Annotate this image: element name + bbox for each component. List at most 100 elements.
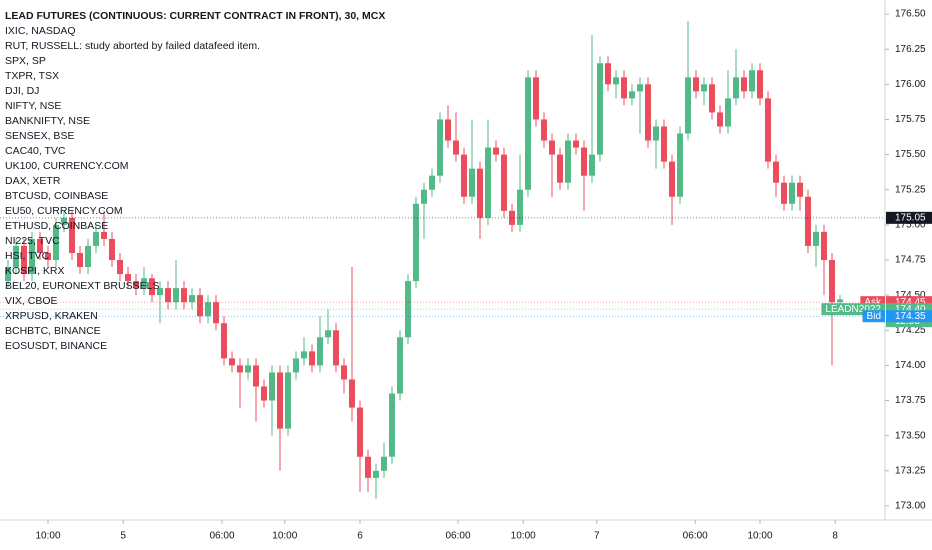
candle-body: [517, 189, 523, 225]
legend-symbol: UK100, CURRENCY.COM: [5, 160, 129, 172]
candle-body: [29, 238, 35, 275]
x-tick-label: 06:00: [683, 531, 708, 542]
candle-body: [581, 147, 587, 176]
y-tick-label: 175.00: [895, 220, 926, 231]
candle-body: [181, 288, 187, 303]
candle-body: [749, 70, 755, 92]
candle-body: [349, 379, 355, 408]
y-tick-label: 176.25: [895, 44, 926, 55]
plot: [0, 13, 889, 524]
x-tick-label: 06:00: [445, 531, 470, 542]
price-tag-box: [862, 310, 885, 323]
legend-symbol: NI225, TVC: [5, 235, 60, 247]
candle-body: [253, 365, 259, 387]
price-tag: LEADN2022: [825, 304, 881, 315]
legend-symbol: TXPR, TSX: [5, 70, 59, 82]
candle-body: [37, 238, 43, 253]
candle-body: [477, 168, 483, 218]
candle-body: [429, 175, 435, 190]
candle-body: [501, 154, 507, 211]
legend-symbol: KOSPI, KRX: [5, 265, 65, 277]
x-tick-label: 6: [357, 531, 363, 542]
candle-body: [493, 147, 499, 155]
x-tick-label: 10:00: [511, 531, 536, 542]
legend-symbol: DAX, XETR: [5, 175, 61, 187]
y-tick-label: 174.25: [895, 325, 926, 336]
candle-body: [621, 77, 627, 99]
y-tick-label: 176.00: [895, 79, 926, 90]
candle-body: [541, 119, 547, 141]
candle-body: [437, 119, 443, 176]
candle-body: [765, 98, 771, 162]
candle-body: [813, 231, 819, 246]
candle-body: [837, 299, 843, 303]
candle-body: [565, 140, 571, 183]
candle-body: [533, 77, 539, 120]
legend-symbol: ETHUSD, COINBASE: [5, 220, 108, 232]
candle-body: [221, 323, 227, 359]
candle-body: [549, 140, 555, 155]
candle-body: [117, 260, 123, 275]
price-label: 175.05: [895, 212, 926, 223]
candle-body: [701, 84, 707, 92]
candle-body: [237, 365, 243, 373]
candle-body: [93, 231, 99, 246]
candle-body: [101, 231, 107, 239]
candle-body: [773, 161, 779, 183]
chart-title: LEAD FUTURES (CONTINUOUS: CURRENT CONTRA…: [5, 10, 385, 22]
candle-body: [373, 470, 379, 478]
x-tick-label: 10:00: [747, 531, 772, 542]
price-tag: Bid: [867, 311, 881, 322]
candle-body: [157, 288, 163, 296]
legend-symbol: BCHBTC, BINANCE: [5, 325, 101, 337]
y-tick-label: 174.00: [895, 360, 926, 371]
candle-body: [573, 140, 579, 148]
candle-body: [141, 278, 147, 289]
legend-symbol: XRPUSD, KRAKEN: [5, 310, 98, 322]
legend-symbol: SENSEX, BSE: [5, 130, 74, 142]
y-tick-label: 175.50: [895, 149, 926, 160]
candle-body: [733, 77, 739, 99]
candle-body: [661, 126, 667, 162]
y-tick-label: 173.00: [895, 501, 926, 512]
price-tag: Ask: [864, 297, 882, 308]
candle-body: [77, 252, 83, 268]
candle-body: [365, 456, 371, 478]
candle-body: [317, 337, 323, 366]
candle-body: [229, 358, 235, 366]
y-tick-label: 174.75: [895, 255, 926, 266]
candle-body: [485, 147, 491, 218]
y-tick-label: 176.50: [895, 9, 926, 20]
legend-symbol: CAC40, TVC: [5, 145, 66, 157]
x-tick-label: 7: [594, 531, 600, 542]
y-tick-label: 173.75: [895, 395, 926, 406]
candle-body: [669, 161, 675, 197]
price-label: 174.40: [895, 304, 926, 315]
candle-body: [829, 260, 835, 303]
candle-body: [357, 407, 363, 457]
candle-body: [589, 154, 595, 176]
candle-body: [653, 126, 659, 141]
candle-body: [525, 77, 531, 190]
candle-body: [381, 456, 387, 471]
candle-body: [245, 365, 251, 373]
candle-body: [781, 182, 787, 204]
candle-body: [45, 252, 51, 260]
candle-body: [821, 231, 827, 260]
y-tick-label: 175.25: [895, 184, 926, 195]
candle-body: [293, 358, 299, 373]
candle-body: [173, 288, 179, 303]
x-tick-label: 06:00: [209, 531, 234, 542]
candle-body: [21, 245, 27, 275]
x-tick-label: 10:00: [35, 531, 60, 542]
candle-body: [685, 77, 691, 134]
candle-body: [461, 154, 467, 197]
x-tick-label: 8: [832, 531, 838, 542]
candle-body: [53, 224, 59, 260]
candle-body: [341, 365, 347, 380]
candle-body: [309, 351, 315, 366]
legend-symbol: RUT, RUSSELL: study aborted by failed da…: [5, 40, 260, 52]
candle-body: [109, 238, 115, 260]
